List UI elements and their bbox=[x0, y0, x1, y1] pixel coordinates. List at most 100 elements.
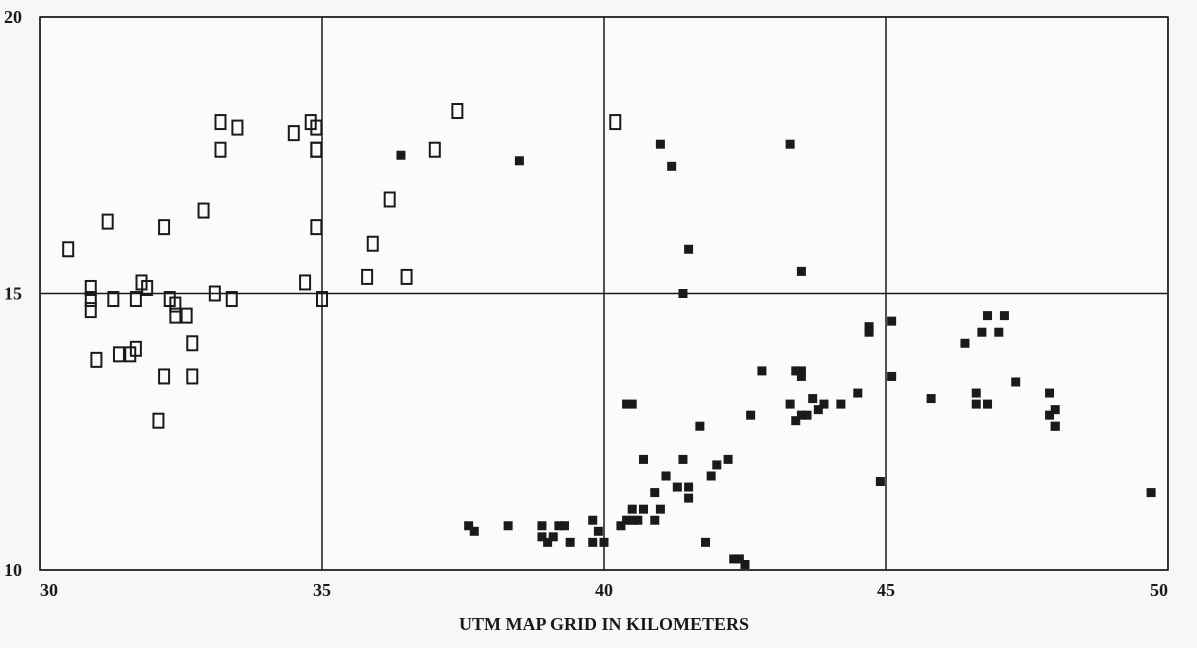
point bbox=[627, 399, 637, 409]
point bbox=[548, 532, 558, 542]
point bbox=[180, 307, 193, 324]
point bbox=[310, 141, 323, 158]
point bbox=[650, 515, 660, 525]
point bbox=[316, 291, 328, 308]
point bbox=[84, 291, 97, 308]
point bbox=[994, 327, 1004, 337]
x-tick-label: 35 bbox=[313, 580, 331, 600]
point bbox=[740, 559, 750, 569]
point bbox=[287, 125, 300, 142]
point bbox=[84, 302, 97, 319]
point bbox=[1045, 388, 1055, 398]
point bbox=[887, 316, 897, 326]
point bbox=[655, 504, 665, 514]
point bbox=[152, 412, 165, 429]
point bbox=[926, 394, 936, 404]
point bbox=[158, 368, 171, 385]
point bbox=[796, 410, 806, 420]
point bbox=[186, 335, 199, 352]
point bbox=[853, 388, 863, 398]
point bbox=[796, 266, 806, 276]
point bbox=[650, 488, 660, 498]
point bbox=[1050, 421, 1060, 431]
point bbox=[129, 340, 142, 357]
point bbox=[695, 421, 705, 431]
point bbox=[791, 416, 801, 426]
point bbox=[785, 399, 795, 409]
point bbox=[667, 161, 677, 171]
x-tick-label: 45 bbox=[877, 580, 895, 600]
point bbox=[464, 521, 474, 531]
point bbox=[678, 454, 688, 464]
point bbox=[746, 410, 756, 420]
point bbox=[1011, 377, 1021, 387]
point bbox=[999, 311, 1009, 321]
point bbox=[960, 338, 970, 348]
point bbox=[197, 202, 210, 219]
point bbox=[712, 460, 722, 470]
point bbox=[701, 537, 711, 547]
point bbox=[107, 291, 120, 308]
point bbox=[112, 346, 125, 363]
point bbox=[819, 399, 829, 409]
point bbox=[299, 274, 312, 291]
point bbox=[785, 139, 795, 149]
point bbox=[678, 289, 688, 298]
point bbox=[225, 291, 238, 308]
point bbox=[983, 399, 993, 409]
point bbox=[887, 371, 897, 381]
point bbox=[169, 296, 182, 313]
point bbox=[186, 368, 199, 385]
point bbox=[554, 521, 564, 531]
y-tick-label: 10 bbox=[4, 560, 22, 580]
point bbox=[627, 515, 637, 525]
point bbox=[622, 399, 632, 409]
point bbox=[977, 327, 987, 337]
point bbox=[361, 268, 374, 285]
point bbox=[514, 156, 524, 166]
point bbox=[599, 537, 609, 547]
point bbox=[791, 366, 801, 376]
point bbox=[84, 279, 97, 296]
point bbox=[310, 219, 323, 236]
point bbox=[560, 521, 570, 531]
point bbox=[231, 119, 244, 136]
point bbox=[661, 471, 671, 481]
point bbox=[723, 454, 733, 464]
point bbox=[864, 327, 874, 337]
point bbox=[729, 554, 739, 564]
y-tick-label: 20 bbox=[4, 7, 22, 27]
point bbox=[588, 515, 598, 525]
point bbox=[672, 482, 682, 492]
point bbox=[655, 139, 665, 149]
point bbox=[616, 521, 626, 531]
point bbox=[158, 219, 171, 236]
point bbox=[428, 141, 441, 158]
point bbox=[593, 526, 603, 536]
point bbox=[1146, 488, 1156, 498]
point bbox=[796, 366, 806, 376]
point bbox=[400, 268, 413, 285]
point bbox=[214, 114, 227, 131]
point bbox=[638, 504, 648, 514]
point bbox=[537, 532, 547, 542]
point bbox=[622, 515, 632, 525]
point bbox=[543, 537, 553, 547]
point bbox=[565, 537, 575, 547]
point bbox=[808, 394, 818, 404]
point bbox=[796, 371, 806, 381]
point bbox=[101, 213, 114, 230]
point bbox=[1050, 405, 1060, 415]
point bbox=[141, 279, 154, 296]
point bbox=[90, 351, 103, 368]
point bbox=[971, 399, 981, 409]
x-tick-label: 50 bbox=[1150, 580, 1168, 600]
point bbox=[537, 521, 547, 531]
point bbox=[1045, 410, 1055, 420]
point bbox=[684, 482, 694, 492]
point bbox=[875, 477, 885, 487]
point bbox=[638, 454, 648, 464]
point bbox=[169, 307, 182, 324]
x-tick-label: 30 bbox=[40, 580, 58, 600]
